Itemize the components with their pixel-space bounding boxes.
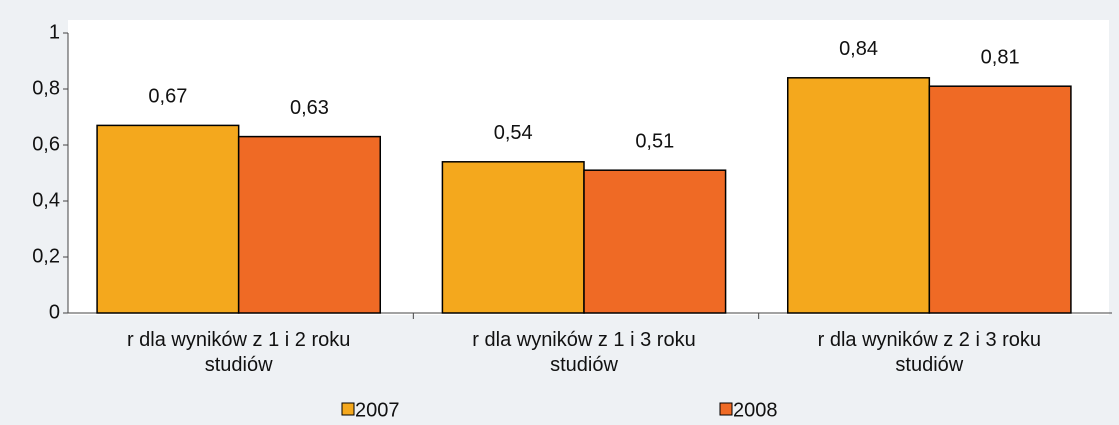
x-tick-label: r dla wyników z 1 i 3 roku studiów [472,329,696,376]
legend-label: 2007 [355,399,400,421]
data-label: 0,84 [839,38,878,60]
bar [441,161,585,314]
y-tick-label: 0,8 [32,77,60,99]
data-label: 0,81 [981,46,1020,68]
y-tick-label: 0,2 [32,245,60,267]
data-label: 0,54 [494,122,533,144]
y-tick-label: 0 [49,301,60,323]
legend-label: 2008 [733,399,778,421]
legend-swatch [341,402,355,416]
bar [928,85,1072,314]
bar [583,169,727,314]
data-label: 0,63 [290,97,329,119]
bar [96,124,240,314]
y-tick-label: 1 [49,21,60,43]
y-tick-label: 0,6 [32,133,60,155]
data-label: 0,67 [148,86,187,108]
legend-swatch [719,402,733,416]
bar [786,77,931,314]
y-tick-label: 0,4 [32,189,60,211]
x-tick-label: r dla wyników z 2 i 3 roku studiów [817,329,1042,376]
data-label: 0,51 [635,130,674,152]
bar [237,135,382,314]
x-tick-label: r dla wyników z 1 i 2 roku studiów [126,329,351,376]
